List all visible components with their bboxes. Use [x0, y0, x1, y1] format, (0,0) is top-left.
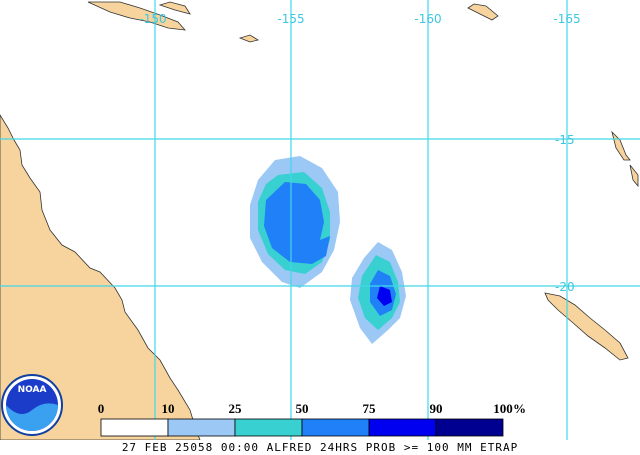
legend: 0 10 25 50 75 90 100%	[98, 401, 526, 437]
legend-swatch	[368, 418, 437, 437]
legend-tick-label: 75	[363, 401, 377, 416]
australia	[0, 114, 201, 441]
island	[467, 3, 499, 21]
legend-tick-label: 50	[296, 401, 309, 416]
legend-unit: %	[513, 401, 526, 416]
legend-tick-label: 25	[229, 401, 243, 416]
island	[238, 34, 260, 43]
caption-bar	[0, 440, 640, 455]
legend-tick-label: 100	[493, 401, 513, 416]
lat-label: -15	[555, 133, 575, 147]
island	[87, 1, 186, 31]
island	[629, 164, 639, 188]
legend-tick-label: 10	[162, 401, 175, 416]
rain-prob-high	[264, 182, 330, 264]
legend-tick-label: 0	[98, 401, 105, 416]
lat-label: -20	[555, 280, 575, 294]
lon-label: -160	[414, 12, 441, 26]
island	[158, 1, 191, 15]
legend-swatch	[167, 418, 236, 437]
lon-label: -150	[139, 12, 166, 26]
legend-swatch	[435, 418, 504, 437]
logo-text: NOAA	[18, 385, 47, 395]
legend-swatch	[100, 418, 169, 437]
legend-tick-label: 90	[430, 401, 443, 416]
legend-swatch	[234, 418, 303, 437]
caption: 27 FEB 25058 00:00 ALFRED 24HRS PROB >= …	[122, 441, 518, 454]
logo-wave	[6, 403, 58, 431]
legend-swatch	[301, 418, 370, 437]
lon-label: -165	[553, 12, 580, 26]
lon-label: -155	[277, 12, 304, 26]
graticule	[0, 0, 640, 440]
new-caledonia	[544, 292, 629, 361]
noaa-logo: NOAA	[1, 374, 63, 436]
rain-prob-max	[377, 286, 392, 306]
